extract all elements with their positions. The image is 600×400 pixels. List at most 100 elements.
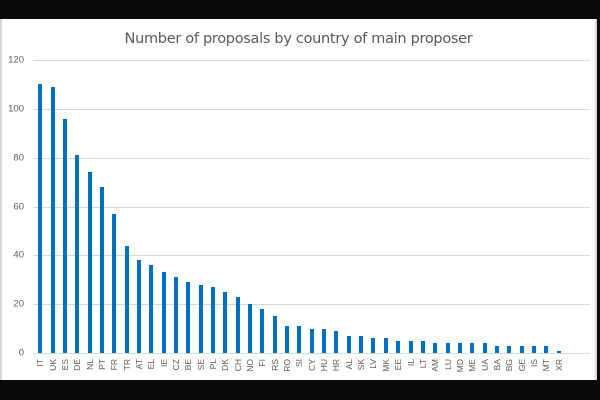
bar-lt bbox=[420, 340, 425, 353]
bar-ro bbox=[285, 326, 290, 353]
x-tick-label: RS bbox=[269, 359, 280, 371]
bar-pl bbox=[211, 287, 216, 353]
x-tick-label: ME bbox=[467, 359, 478, 372]
bar-ge bbox=[519, 345, 524, 353]
bar-hr bbox=[334, 331, 339, 353]
x-tick-label: SK bbox=[356, 359, 367, 371]
x-tick-label: BE bbox=[183, 359, 194, 371]
x-tick-label: LV bbox=[368, 359, 379, 369]
bar-el bbox=[149, 265, 154, 353]
x-tick-label: EE bbox=[393, 359, 404, 371]
bar-de bbox=[75, 155, 80, 353]
x-tick-label: DK bbox=[220, 359, 231, 371]
x-tick-label: FI bbox=[257, 359, 268, 367]
bar-pt bbox=[100, 186, 104, 353]
bar-bg bbox=[507, 345, 512, 353]
x-tick-label: CH bbox=[232, 359, 243, 372]
bar-lv bbox=[371, 338, 376, 353]
bar-be bbox=[186, 282, 191, 353]
bar-cz bbox=[174, 277, 179, 353]
bar-ua bbox=[482, 343, 487, 353]
x-tick-label: PL bbox=[208, 359, 219, 370]
bar-hu bbox=[322, 328, 327, 353]
x-tick-label: NL bbox=[84, 359, 95, 370]
y-tick-label: 20 bbox=[13, 298, 24, 310]
x-tick-label: SI bbox=[294, 359, 305, 368]
gridline bbox=[33, 255, 590, 257]
bar-is bbox=[531, 345, 536, 353]
gridline bbox=[33, 60, 590, 61]
bar-cy bbox=[309, 328, 314, 353]
bar-ch bbox=[235, 296, 240, 353]
x-tick-label: IS bbox=[528, 359, 539, 368]
x-tick-label: MK bbox=[380, 359, 391, 372]
x-tick-label: SE bbox=[195, 359, 206, 371]
x-tick-label: CZ bbox=[171, 359, 182, 371]
bar-tr bbox=[124, 245, 129, 353]
y-tick-label: 120 bbox=[8, 54, 24, 66]
bar-ee bbox=[396, 340, 401, 353]
x-tick-label: LU bbox=[442, 359, 453, 370]
bar-al bbox=[346, 335, 351, 353]
x-tick-label: MT bbox=[541, 359, 552, 372]
bar-me bbox=[470, 343, 475, 353]
x-tick-label: IE bbox=[158, 359, 169, 368]
bar-ie bbox=[161, 272, 166, 353]
x-tick-label: EL bbox=[146, 359, 157, 370]
x-tick-label: CY bbox=[306, 359, 317, 371]
bar-se bbox=[198, 284, 203, 353]
x-tick-label: BA bbox=[491, 359, 502, 371]
y-tick-label: 60 bbox=[13, 201, 24, 212]
bar-fr bbox=[112, 213, 117, 353]
bar-xr bbox=[556, 350, 561, 353]
x-tick-label: HR bbox=[331, 359, 342, 372]
gridline bbox=[33, 304, 590, 306]
x-tick-label: BG bbox=[504, 359, 515, 372]
x-tick-label: HU bbox=[319, 359, 330, 372]
bar-nl bbox=[87, 172, 92, 353]
x-tick-label: AL bbox=[343, 359, 354, 370]
bar-il bbox=[408, 340, 413, 353]
x-tick-label: PT bbox=[97, 359, 107, 370]
bar-fi bbox=[260, 309, 265, 353]
bar-rs bbox=[272, 316, 277, 353]
bar-ba bbox=[494, 345, 499, 353]
x-tick-label: IL bbox=[405, 359, 416, 367]
gridline bbox=[33, 206, 590, 208]
x-tick-label: RO bbox=[282, 359, 293, 372]
bar-sk bbox=[359, 335, 364, 353]
y-tick-label: 0 bbox=[18, 347, 24, 359]
x-tick-label: XR bbox=[553, 359, 564, 371]
bar-si bbox=[297, 326, 302, 353]
gridline bbox=[33, 353, 590, 354]
y-tick-label: 100 bbox=[8, 103, 24, 115]
gridline bbox=[33, 108, 590, 110]
x-tick-label: UK bbox=[47, 359, 58, 371]
x-tick-label: IT bbox=[35, 359, 46, 367]
x-tick-label: LT bbox=[417, 359, 428, 369]
x-tick-label: DE bbox=[72, 359, 83, 371]
x-tick-label: GE bbox=[516, 359, 527, 372]
chart-panel: Number of proposals by country of main p… bbox=[0, 19, 597, 380]
x-tick-label: NO bbox=[245, 359, 256, 372]
bar-dk bbox=[223, 291, 228, 353]
x-tick-label: AM bbox=[430, 359, 441, 372]
bar-mt bbox=[544, 345, 549, 353]
bar-it bbox=[38, 84, 43, 353]
x-tick-label: AT bbox=[134, 359, 145, 370]
bar-es bbox=[62, 118, 67, 353]
x-tick-label: FR bbox=[109, 359, 120, 371]
bar-no bbox=[248, 304, 253, 353]
plot-area: 0 20 40 60 80 100 120 IT UK ES DE NL PT FR TR AT EL IE CZ B… bbox=[8, 55, 590, 372]
bar-mk bbox=[383, 338, 388, 353]
gridline bbox=[33, 157, 590, 159]
bar-lu bbox=[445, 343, 450, 353]
x-tick-label: UA bbox=[479, 359, 490, 371]
x-tick-label: TR bbox=[121, 359, 132, 371]
y-tick-label: 40 bbox=[13, 249, 24, 261]
y-tick-label: 80 bbox=[13, 152, 24, 164]
chart-title: Number of proposals by country of main p… bbox=[124, 31, 473, 47]
bar-md bbox=[457, 343, 462, 353]
bar-am bbox=[433, 343, 438, 353]
x-tick-label: MD bbox=[454, 359, 465, 373]
